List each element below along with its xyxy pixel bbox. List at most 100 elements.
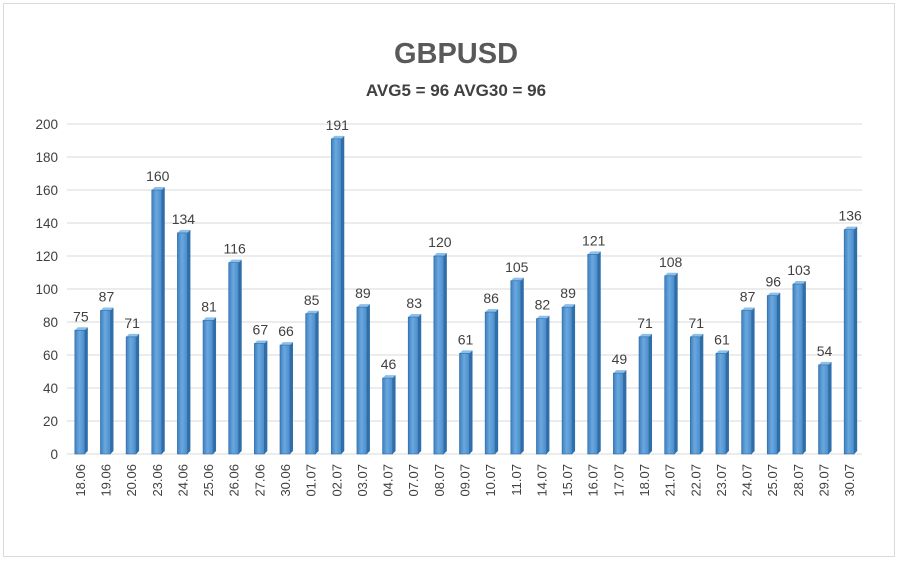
bar — [459, 350, 473, 455]
bar-top — [485, 309, 499, 313]
y-tick-label: 40 — [43, 381, 58, 396]
bar — [433, 253, 447, 455]
bar-top — [510, 277, 524, 281]
bar — [792, 281, 806, 455]
data-label: 81 — [201, 298, 217, 314]
bar-top — [382, 375, 396, 379]
x-tick-label: 01.07 — [304, 464, 319, 497]
data-label: 134 — [172, 211, 196, 227]
y-tick-label: 80 — [43, 315, 58, 330]
bar-front — [792, 283, 804, 455]
y-tick-label: 140 — [35, 216, 58, 231]
bar-top — [408, 314, 422, 318]
bar — [715, 350, 729, 455]
data-label: 86 — [483, 290, 499, 306]
bar-top — [433, 253, 447, 256]
data-label: 96 — [765, 274, 781, 290]
x-tick-label: 09.07 — [458, 464, 473, 497]
data-label: 54 — [817, 343, 833, 359]
x-axis: 18.06 19.06 20.06 23.06 24.06 25.06 26.06 27.06… — [73, 464, 857, 497]
bar-side — [161, 187, 165, 454]
x-tick-label: 19.06 — [98, 464, 113, 497]
bar — [151, 187, 165, 455]
bar — [330, 135, 345, 455]
bar-side — [315, 310, 319, 454]
y-axis: 0 20 40 60 80 100 120 140 160 180 200 — [35, 117, 58, 462]
bar-side — [443, 253, 447, 454]
bar-side — [623, 370, 627, 454]
bar — [741, 307, 755, 455]
x-tick-label: 27.06 — [252, 464, 267, 497]
bar — [510, 277, 524, 455]
bar-side — [341, 135, 345, 454]
y-tick-label: 200 — [35, 117, 58, 132]
bar-side — [802, 281, 806, 454]
x-tick-label: 22.07 — [688, 464, 703, 497]
bar-front — [664, 275, 675, 455]
bar — [818, 361, 832, 455]
chart-title: GBPUSD — [394, 38, 518, 70]
bar — [100, 307, 114, 455]
data-label: 89 — [560, 285, 576, 301]
bar — [382, 375, 396, 455]
bar-front — [151, 189, 163, 455]
bar-side — [213, 317, 217, 454]
x-tick-label: 24.07 — [740, 464, 755, 497]
bar-top — [100, 307, 114, 311]
data-label: 49 — [612, 351, 628, 367]
bar-front — [459, 353, 470, 455]
data-label: 105 — [505, 259, 529, 275]
x-tick-label: 16.07 — [586, 464, 601, 497]
y-tick-label: 100 — [35, 282, 58, 297]
data-label: 120 — [428, 234, 452, 250]
bar-front — [715, 353, 727, 455]
bar-side — [366, 304, 370, 454]
data-labels: 75 87 71 160 134 81 116 67 66 85 191 89 46 83 120 61 86 1… — [73, 117, 862, 372]
x-tick-label: 21.07 — [663, 464, 678, 497]
data-label: 71 — [689, 315, 705, 331]
bar-side — [777, 292, 781, 454]
bar-front — [279, 344, 291, 455]
x-tick-label: 25.07 — [765, 464, 780, 497]
bar-front — [510, 280, 522, 455]
data-label: 85 — [304, 292, 320, 308]
bar-top — [690, 333, 704, 337]
bar-side — [392, 375, 396, 454]
bar-top — [844, 226, 858, 230]
bar-front — [177, 232, 188, 455]
bar-front — [407, 316, 419, 455]
bar — [279, 342, 293, 455]
y-tick-label: 0 — [50, 447, 58, 462]
bar — [177, 229, 191, 455]
bar-front — [818, 364, 829, 455]
x-tick-label: 25.06 — [201, 464, 216, 497]
bar-side — [136, 333, 140, 454]
bar-side — [725, 350, 729, 454]
gridlines — [67, 123, 862, 455]
x-tick-label: 18.06 — [73, 464, 88, 497]
bar-front — [433, 255, 445, 455]
x-tick-label: 30.07 — [842, 464, 857, 497]
x-tick-label: 03.07 — [355, 464, 370, 497]
bar-side — [751, 307, 755, 454]
data-label: 103 — [787, 262, 811, 278]
x-tick-label: 26.06 — [227, 464, 242, 497]
x-tick-label: 28.07 — [791, 464, 806, 497]
bar-top — [536, 315, 550, 319]
data-label: 83 — [406, 295, 422, 311]
bar-top — [254, 340, 268, 344]
bar-front — [613, 372, 624, 455]
bar-top — [203, 317, 217, 321]
x-tick-label: 23.07 — [714, 464, 729, 497]
x-tick-label: 04.07 — [381, 464, 396, 497]
data-label: 61 — [714, 331, 730, 347]
bar — [690, 333, 704, 455]
bar-side — [110, 307, 114, 454]
y-tick-label: 120 — [35, 249, 58, 264]
bar — [561, 304, 576, 455]
bar — [536, 315, 550, 455]
bar — [587, 251, 601, 455]
bar-top — [587, 251, 601, 255]
bar-top — [613, 370, 627, 374]
x-tick-label: 18.07 — [637, 464, 652, 497]
